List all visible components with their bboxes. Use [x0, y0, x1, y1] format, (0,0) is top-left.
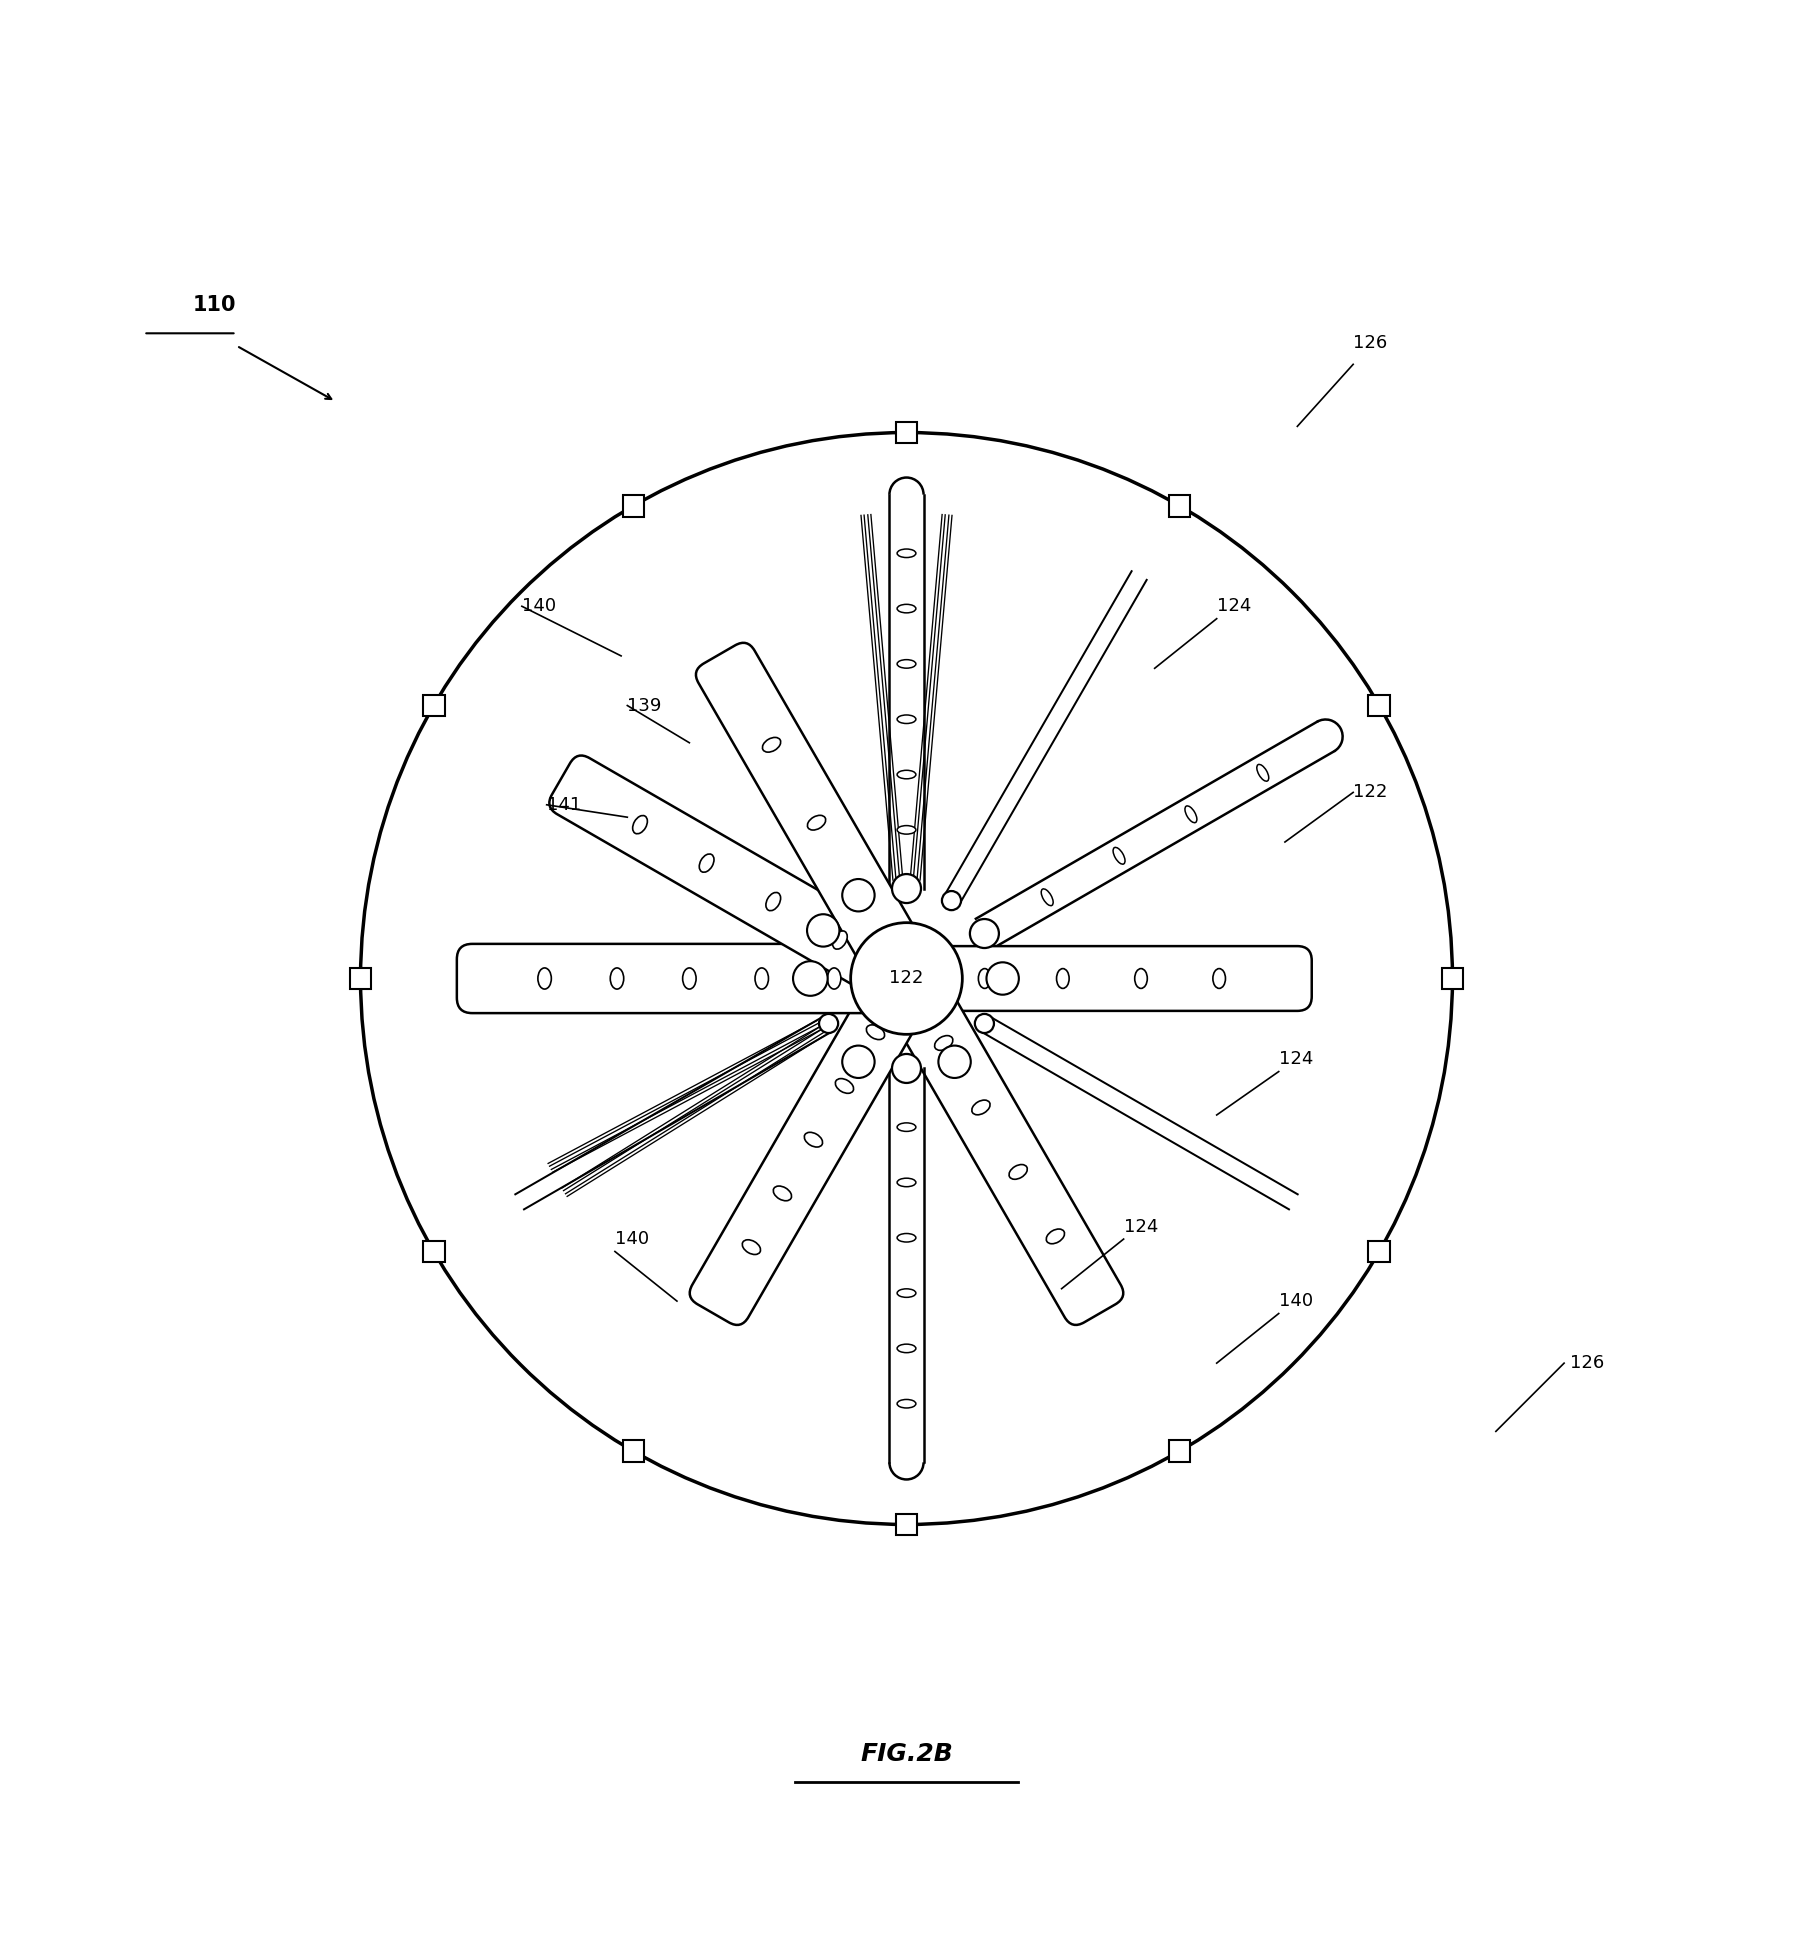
Circle shape	[850, 922, 963, 1035]
Ellipse shape	[897, 826, 916, 834]
Text: 124: 124	[1278, 1051, 1313, 1069]
Ellipse shape	[934, 1035, 954, 1051]
Bar	[350, 967, 372, 990]
Text: 124: 124	[1217, 597, 1251, 614]
Ellipse shape	[1186, 806, 1197, 822]
Circle shape	[807, 914, 839, 947]
Bar	[896, 1513, 917, 1536]
Bar	[622, 495, 644, 517]
FancyBboxPatch shape	[892, 945, 1313, 1012]
Ellipse shape	[897, 1344, 916, 1352]
Bar	[422, 1241, 444, 1262]
Ellipse shape	[1057, 969, 1070, 988]
Bar	[1369, 1241, 1391, 1262]
Ellipse shape	[633, 816, 647, 834]
Bar	[896, 421, 917, 444]
Ellipse shape	[538, 969, 551, 988]
Circle shape	[843, 1045, 874, 1078]
Text: 122: 122	[1352, 783, 1387, 800]
Text: FIG.2B: FIG.2B	[859, 1742, 954, 1765]
Ellipse shape	[897, 771, 916, 779]
Circle shape	[361, 432, 1452, 1525]
Text: 140: 140	[1278, 1292, 1313, 1309]
Ellipse shape	[972, 1100, 990, 1115]
Ellipse shape	[897, 1233, 916, 1243]
Text: 126: 126	[1352, 335, 1387, 352]
Circle shape	[892, 875, 921, 902]
Ellipse shape	[1135, 969, 1148, 988]
Circle shape	[892, 1055, 921, 1082]
Text: 140: 140	[522, 597, 557, 614]
Ellipse shape	[611, 969, 624, 988]
Ellipse shape	[979, 969, 992, 988]
Ellipse shape	[836, 1078, 854, 1094]
Text: 139: 139	[627, 697, 662, 714]
Text: 126: 126	[1570, 1354, 1605, 1372]
Ellipse shape	[897, 1290, 916, 1297]
Circle shape	[943, 890, 961, 910]
Ellipse shape	[742, 1241, 760, 1254]
Ellipse shape	[897, 605, 916, 613]
Circle shape	[843, 879, 874, 912]
Ellipse shape	[1256, 765, 1269, 781]
FancyBboxPatch shape	[876, 955, 1124, 1325]
Bar	[422, 695, 444, 716]
Ellipse shape	[832, 932, 847, 949]
FancyBboxPatch shape	[549, 755, 930, 1010]
Ellipse shape	[774, 1186, 792, 1202]
Circle shape	[939, 1045, 970, 1078]
Text: 140: 140	[615, 1231, 649, 1249]
Ellipse shape	[754, 969, 769, 988]
Circle shape	[986, 963, 1019, 994]
Ellipse shape	[827, 969, 841, 988]
Ellipse shape	[805, 1133, 823, 1147]
Ellipse shape	[897, 1399, 916, 1407]
Text: 124: 124	[1124, 1217, 1159, 1235]
Circle shape	[970, 920, 999, 947]
Ellipse shape	[867, 1025, 885, 1039]
FancyBboxPatch shape	[689, 955, 937, 1325]
Ellipse shape	[897, 1178, 916, 1186]
Circle shape	[792, 961, 829, 996]
Bar	[1441, 967, 1463, 990]
Ellipse shape	[1046, 1229, 1064, 1245]
Ellipse shape	[1113, 847, 1126, 865]
Text: 141: 141	[548, 796, 580, 814]
Ellipse shape	[684, 969, 696, 988]
Bar	[1369, 695, 1391, 716]
Ellipse shape	[765, 892, 781, 910]
FancyBboxPatch shape	[457, 943, 921, 1014]
Ellipse shape	[1010, 1164, 1028, 1180]
Ellipse shape	[852, 892, 870, 908]
Text: 110: 110	[192, 296, 236, 315]
Ellipse shape	[700, 853, 714, 873]
Bar	[1169, 1440, 1191, 1462]
Ellipse shape	[1041, 888, 1053, 906]
Ellipse shape	[897, 714, 916, 724]
Ellipse shape	[897, 660, 916, 667]
Ellipse shape	[897, 550, 916, 558]
Bar	[622, 1440, 644, 1462]
Text: 122: 122	[890, 969, 923, 988]
FancyBboxPatch shape	[696, 642, 937, 1002]
Circle shape	[819, 1014, 838, 1033]
Bar	[1169, 495, 1191, 517]
Ellipse shape	[763, 738, 781, 751]
Ellipse shape	[807, 816, 825, 830]
Ellipse shape	[897, 1123, 916, 1131]
Ellipse shape	[1213, 969, 1226, 988]
Circle shape	[975, 1014, 994, 1033]
